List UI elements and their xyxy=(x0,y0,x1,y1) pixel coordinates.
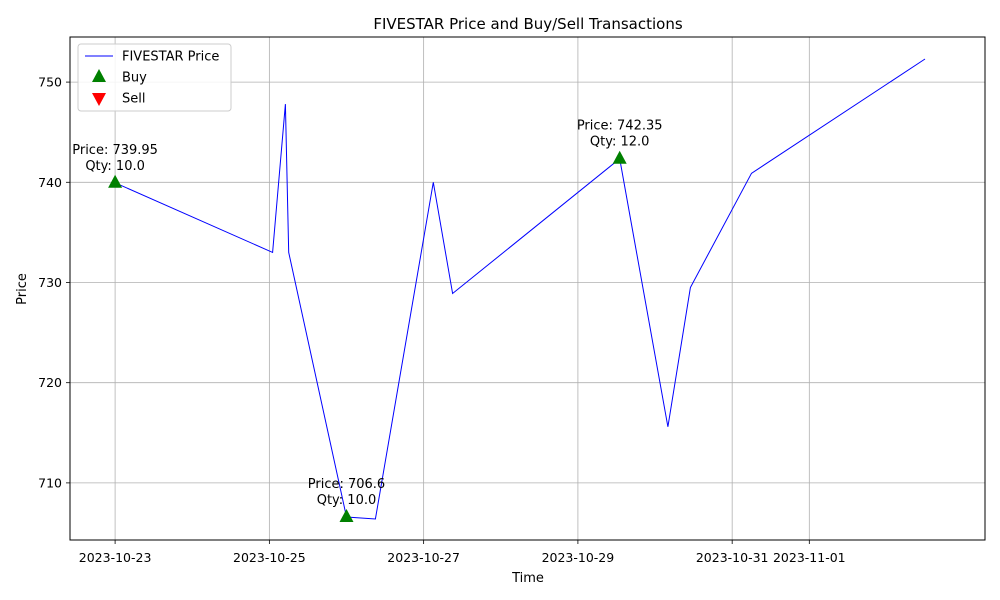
transaction-markers xyxy=(108,150,627,522)
transaction-qty-label: Qty: 10.0 xyxy=(85,159,145,174)
plot-frame xyxy=(69,36,986,541)
legend-label: Buy xyxy=(122,71,147,86)
x-tick-label: 2023-10-23 xyxy=(79,550,152,565)
legend-label: FIVESTAR Price xyxy=(122,50,219,65)
legend: FIVESTAR Price Buy Sell xyxy=(77,43,232,112)
y-axis-label: Price xyxy=(15,273,30,305)
price-series xyxy=(114,58,926,520)
legend-label: Sell xyxy=(122,92,145,107)
buy-marker xyxy=(108,174,123,188)
transaction-price-label: Price: 742.35 xyxy=(577,119,663,134)
chart-title: FIVESTAR Price and Buy/Sell Transactions xyxy=(373,15,683,33)
x-tick-label: 2023-10-29 xyxy=(542,550,615,565)
buy-marker xyxy=(612,150,627,164)
legend-box xyxy=(77,43,232,112)
y-axis-ticks: 710 720 730 740 750 xyxy=(38,75,70,490)
x-tick-label: 2023-10-25 xyxy=(233,550,306,565)
y-tick-label: 710 xyxy=(38,475,62,490)
transaction-qty-label: Qty: 12.0 xyxy=(590,135,650,150)
price-line xyxy=(114,58,926,520)
transaction-qty-label: Qty: 10.0 xyxy=(317,493,377,508)
x-tick-label: 2023-10-27 xyxy=(387,550,460,565)
x-tick-label: 2023-10-31 xyxy=(696,550,769,565)
transaction-price-label: Price: 706.6 xyxy=(308,477,385,492)
transaction-price-label: Price: 739.95 xyxy=(72,143,158,158)
x-tick-label: 2023-11-01 xyxy=(773,550,846,565)
buy-marker xyxy=(339,508,354,522)
y-tick-label: 740 xyxy=(38,175,62,190)
y-tick-label: 720 xyxy=(38,375,62,390)
x-axis-ticks: 2023-10-23 2023-10-25 2023-10-27 2023-10-29… xyxy=(79,540,846,565)
y-tick-label: 730 xyxy=(38,275,62,290)
x-axis-label: Time xyxy=(511,571,544,586)
y-tick-label: 750 xyxy=(38,75,62,90)
grid-lines xyxy=(70,37,985,540)
legend-buy-swatch xyxy=(92,69,106,82)
legend-sell-swatch xyxy=(92,93,106,106)
